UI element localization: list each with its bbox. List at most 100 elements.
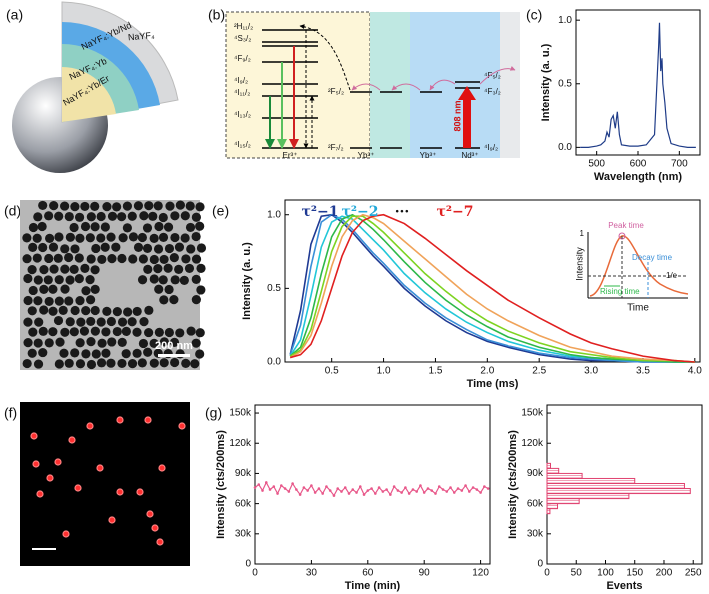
marker [411, 488, 415, 491]
marker [468, 490, 471, 493]
particle [137, 275, 148, 285]
fluorescent-spot [151, 524, 159, 532]
fluorescent-spot [30, 432, 38, 440]
particle [60, 201, 70, 211]
particle [117, 337, 127, 347]
scale-label: 200 nm [155, 340, 193, 352]
particle [22, 233, 32, 243]
y-tick-label: 60k [235, 498, 252, 509]
inset-label: Time [627, 303, 649, 314]
energy-transfer [391, 83, 421, 91]
particle [196, 285, 206, 295]
x-axis-label: Time (min) [345, 580, 401, 592]
particle [85, 233, 95, 243]
fluorescent-spot [36, 490, 44, 498]
plot-frame [575, 9, 701, 156]
particle [133, 242, 144, 252]
panel-label: (f) [4, 405, 17, 421]
y-tick-label: 90k [527, 468, 544, 479]
particle [60, 327, 70, 337]
particle [191, 338, 201, 348]
marker [370, 487, 373, 490]
marker [317, 487, 321, 490]
panel-label: (g) [205, 405, 222, 421]
particle [38, 242, 48, 253]
particle [74, 273, 84, 284]
particle [158, 232, 169, 242]
x-tick-label: 600 [630, 159, 647, 170]
tem-image [20, 200, 207, 370]
particle [154, 221, 164, 232]
marker [437, 485, 441, 488]
level-label: ⁴F₉/₂ [234, 54, 251, 63]
histogram-bar [546, 462, 552, 469]
particle [195, 349, 205, 359]
particle [54, 232, 64, 242]
marker [313, 491, 317, 494]
particle [159, 254, 169, 265]
particle [139, 317, 149, 327]
particle [91, 349, 101, 359]
plot-frame [254, 404, 491, 565]
marker [389, 493, 392, 496]
particle [149, 254, 159, 265]
particle [69, 327, 79, 337]
marker [302, 486, 306, 489]
particle [180, 233, 190, 243]
excitation-arrow [458, 86, 476, 148]
fluorescent-spot [86, 422, 94, 430]
particle [75, 233, 85, 243]
panel-label: (c) [526, 7, 542, 23]
particle [163, 263, 173, 273]
particle [127, 211, 137, 221]
particle [107, 337, 117, 347]
particle [107, 211, 118, 221]
y-tick-label: 120k [521, 438, 544, 449]
marker [460, 489, 464, 492]
x-tick-label: 700 [671, 159, 688, 170]
particle [38, 200, 48, 211]
particle [128, 232, 139, 242]
y-tick-label: 150k [521, 408, 544, 419]
core-shell-schematic [12, 1, 179, 173]
y-tick-label: 0.5 [267, 283, 281, 294]
plot-frame [546, 404, 703, 565]
marker [479, 491, 482, 494]
panel-label: (e) [212, 203, 229, 219]
particle [106, 232, 116, 242]
y-axis-label: Intensity (cts/200ms) [215, 430, 227, 539]
particle [76, 317, 86, 327]
marker [483, 485, 486, 488]
x-tick-label: 100 [597, 568, 614, 579]
particle [44, 296, 54, 307]
x-tick-label: 250 [685, 568, 702, 579]
particle [54, 275, 64, 285]
inset-label: 1 [580, 229, 585, 238]
particle [159, 358, 169, 368]
particle [90, 265, 100, 275]
x-axis-label: Events [606, 580, 642, 592]
particle [75, 338, 85, 348]
x-axis-label: Time (ms) [467, 378, 519, 390]
particle [169, 337, 180, 347]
particle [179, 275, 189, 285]
particle [127, 359, 138, 369]
particle [48, 327, 58, 337]
particle [149, 358, 159, 368]
y-axis-label: Intensity (a. u.) [540, 43, 552, 121]
particle [69, 264, 79, 274]
particle [28, 242, 38, 253]
series-line [289, 213, 695, 363]
particle [153, 264, 163, 274]
particle [175, 328, 185, 338]
y-tick-label: 60k [527, 498, 544, 509]
energy-transfer [351, 83, 381, 91]
x-tick-label: 50 [571, 568, 583, 579]
marker [464, 484, 467, 487]
scale-bar [158, 354, 190, 357]
particle [185, 201, 195, 211]
outer-region [500, 12, 520, 158]
series-line [289, 213, 695, 363]
particle [111, 242, 121, 252]
